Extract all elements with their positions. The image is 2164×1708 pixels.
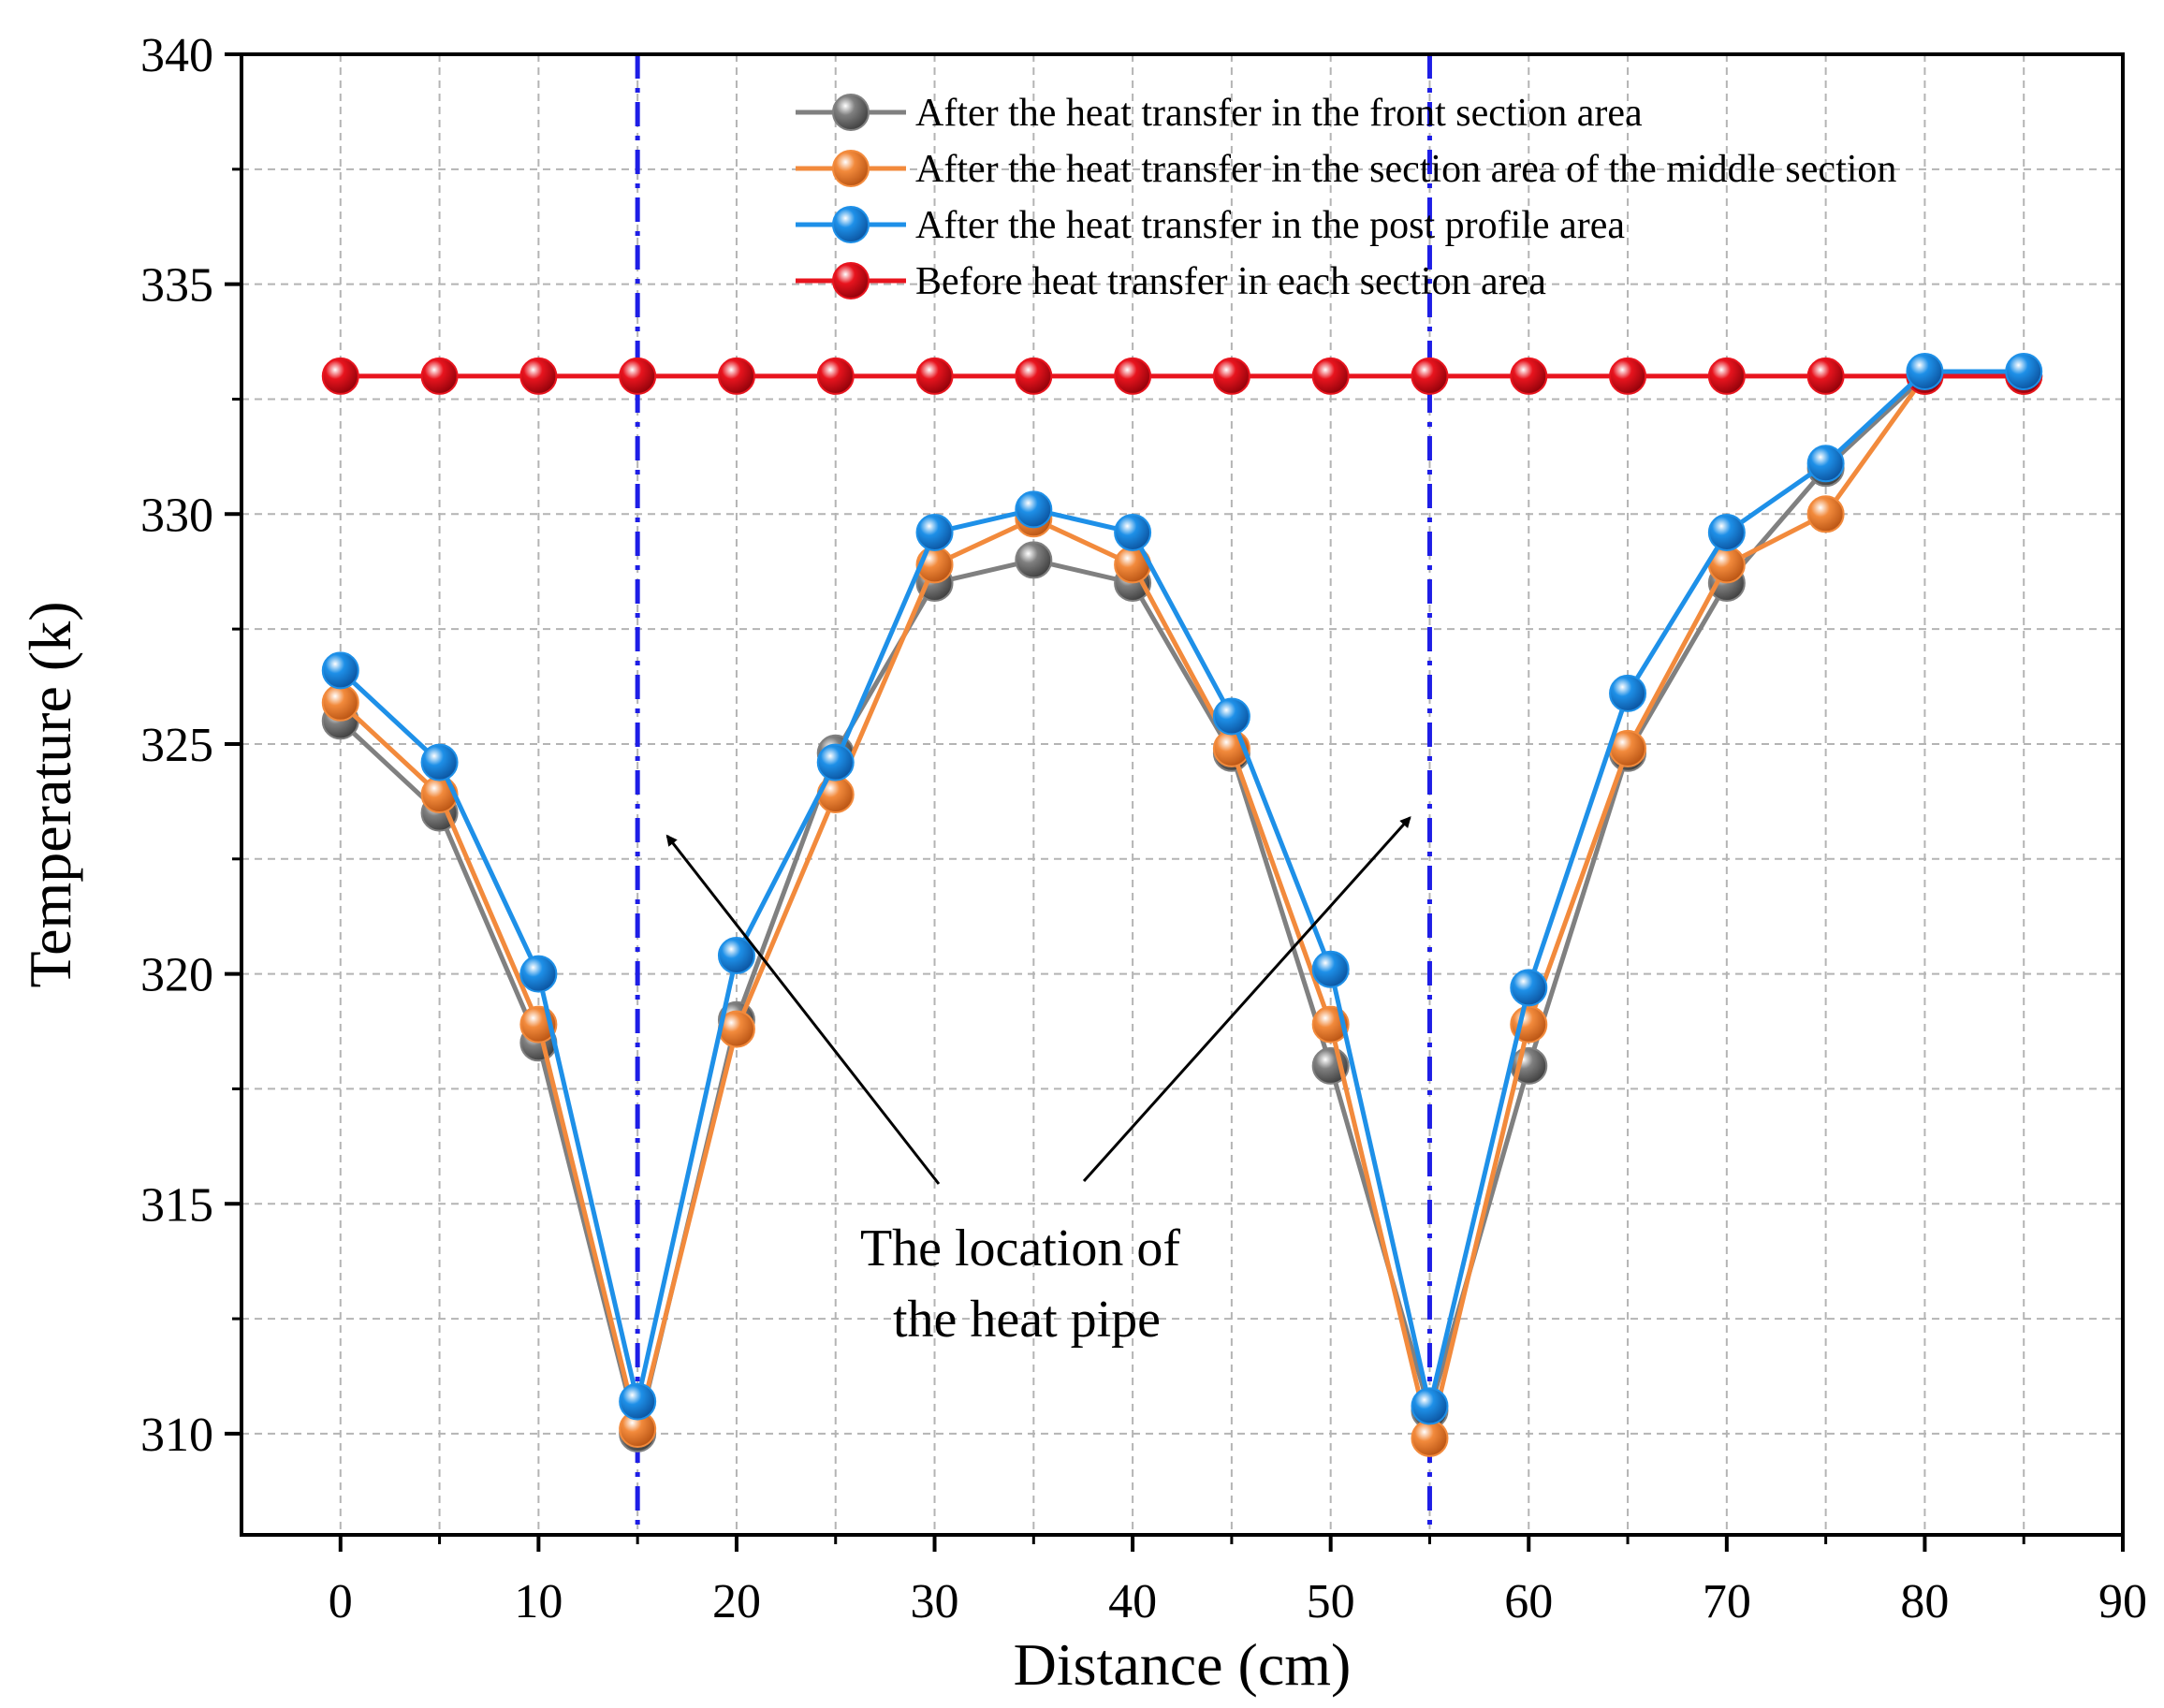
data-point xyxy=(1411,1419,1449,1457)
data-point xyxy=(1015,541,1053,579)
legend-item-1: After the heat transfer in the front sec… xyxy=(796,92,1643,135)
annotation-arrow-1 xyxy=(665,834,941,1185)
legend-item-4: Before heat transfer in each section are… xyxy=(796,260,1546,303)
x-tick-label: 80 xyxy=(1900,1575,1949,1628)
data-point xyxy=(2005,353,2043,390)
x-axis-title: Distance (cm) xyxy=(1014,1631,1352,1698)
data-point xyxy=(1114,357,1152,395)
data-point xyxy=(420,357,459,395)
series-line xyxy=(339,369,2025,1409)
series-line xyxy=(339,373,2025,1437)
legend-label: After the heat transfer in the section a… xyxy=(915,148,1896,191)
legend-marker xyxy=(832,206,870,243)
legend-marker xyxy=(832,150,870,187)
series-4 xyxy=(321,357,2043,395)
y-axis-title: Temperature (k) xyxy=(17,601,83,987)
data-point xyxy=(717,936,755,974)
data-point xyxy=(1510,357,1548,395)
data-point xyxy=(1015,357,1053,395)
y-tick-label: 315 xyxy=(140,1178,213,1232)
annotation: The location of the heat pipe xyxy=(665,816,1411,1349)
data-point xyxy=(420,776,459,813)
data-point xyxy=(915,513,954,551)
data-point xyxy=(1609,357,1647,395)
annotation-text-line-1: The location of xyxy=(860,1219,1180,1277)
data-point xyxy=(1411,1387,1449,1425)
data-point xyxy=(816,357,855,395)
data-point xyxy=(1707,513,1746,551)
data-point xyxy=(915,357,954,395)
data-point xyxy=(816,743,855,781)
data-point xyxy=(1212,697,1250,736)
series-1 xyxy=(321,357,2043,1453)
legend-label: After the heat transfer in the post prof… xyxy=(915,204,1625,247)
data-point xyxy=(519,955,558,993)
data-point xyxy=(619,357,657,395)
x-tick-label: 50 xyxy=(1307,1575,1355,1628)
annotation-arrow-2 xyxy=(1082,816,1411,1183)
data-point xyxy=(321,651,359,690)
series-2 xyxy=(321,357,2043,1457)
plot-frame xyxy=(240,52,2125,1537)
data-point xyxy=(717,357,755,395)
data-point xyxy=(1806,357,1845,395)
data-point xyxy=(1806,495,1845,533)
data-point xyxy=(1906,353,1944,390)
data-point xyxy=(1311,950,1350,988)
x-tick-label: 60 xyxy=(1504,1575,1553,1628)
y-tick-label: 340 xyxy=(140,29,213,82)
legend-label: After the heat transfer in the front sec… xyxy=(915,92,1643,135)
x-tick-label: 40 xyxy=(1108,1575,1157,1628)
data-point xyxy=(321,683,359,722)
data-point xyxy=(1212,357,1250,395)
data-point xyxy=(1609,674,1647,712)
legend-marker xyxy=(832,94,870,131)
data-point xyxy=(1806,445,1845,483)
x-tick-label: 20 xyxy=(712,1575,761,1628)
x-tick-label: 30 xyxy=(911,1575,959,1628)
data-point xyxy=(420,743,459,781)
legend-label: Before heat transfer in each section are… xyxy=(915,260,1546,303)
x-tick-label: 70 xyxy=(1703,1575,1751,1628)
data-point xyxy=(1015,490,1053,529)
data-point xyxy=(1114,513,1152,551)
y-tick-label: 320 xyxy=(140,949,213,1002)
legend-item-3: After the heat transfer in the post prof… xyxy=(796,204,1625,247)
series-3 xyxy=(321,353,2043,1425)
data-point xyxy=(1707,357,1746,395)
data-point xyxy=(1311,357,1350,395)
annotation-text-line-2: the heat pipe xyxy=(893,1291,1161,1349)
legend-item-2: After the heat transfer in the section a… xyxy=(796,148,1896,191)
x-tick-label: 90 xyxy=(2098,1575,2147,1628)
series-line xyxy=(339,373,2025,1441)
x-tick-label: 0 xyxy=(329,1575,353,1628)
legend: After the heat transfer in the front sec… xyxy=(796,92,1896,303)
data-point xyxy=(321,357,359,395)
x-tick-label: 10 xyxy=(514,1575,563,1628)
y-tick-label: 325 xyxy=(140,719,213,772)
axis-ticks: 0 10 20 30 40 50 60 70 80 90 310 315 320 325 330 335 340 xyxy=(140,29,2147,1628)
data-point xyxy=(1411,357,1449,395)
y-tick-label: 330 xyxy=(140,489,213,542)
series-layer xyxy=(321,353,2043,1457)
y-tick-label: 335 xyxy=(140,259,213,313)
y-tick-label: 310 xyxy=(140,1409,213,1462)
data-point xyxy=(619,1382,657,1421)
legend-marker xyxy=(832,262,870,299)
reference-lines xyxy=(635,54,1432,1535)
data-point xyxy=(519,357,558,395)
data-point xyxy=(1510,969,1548,1007)
